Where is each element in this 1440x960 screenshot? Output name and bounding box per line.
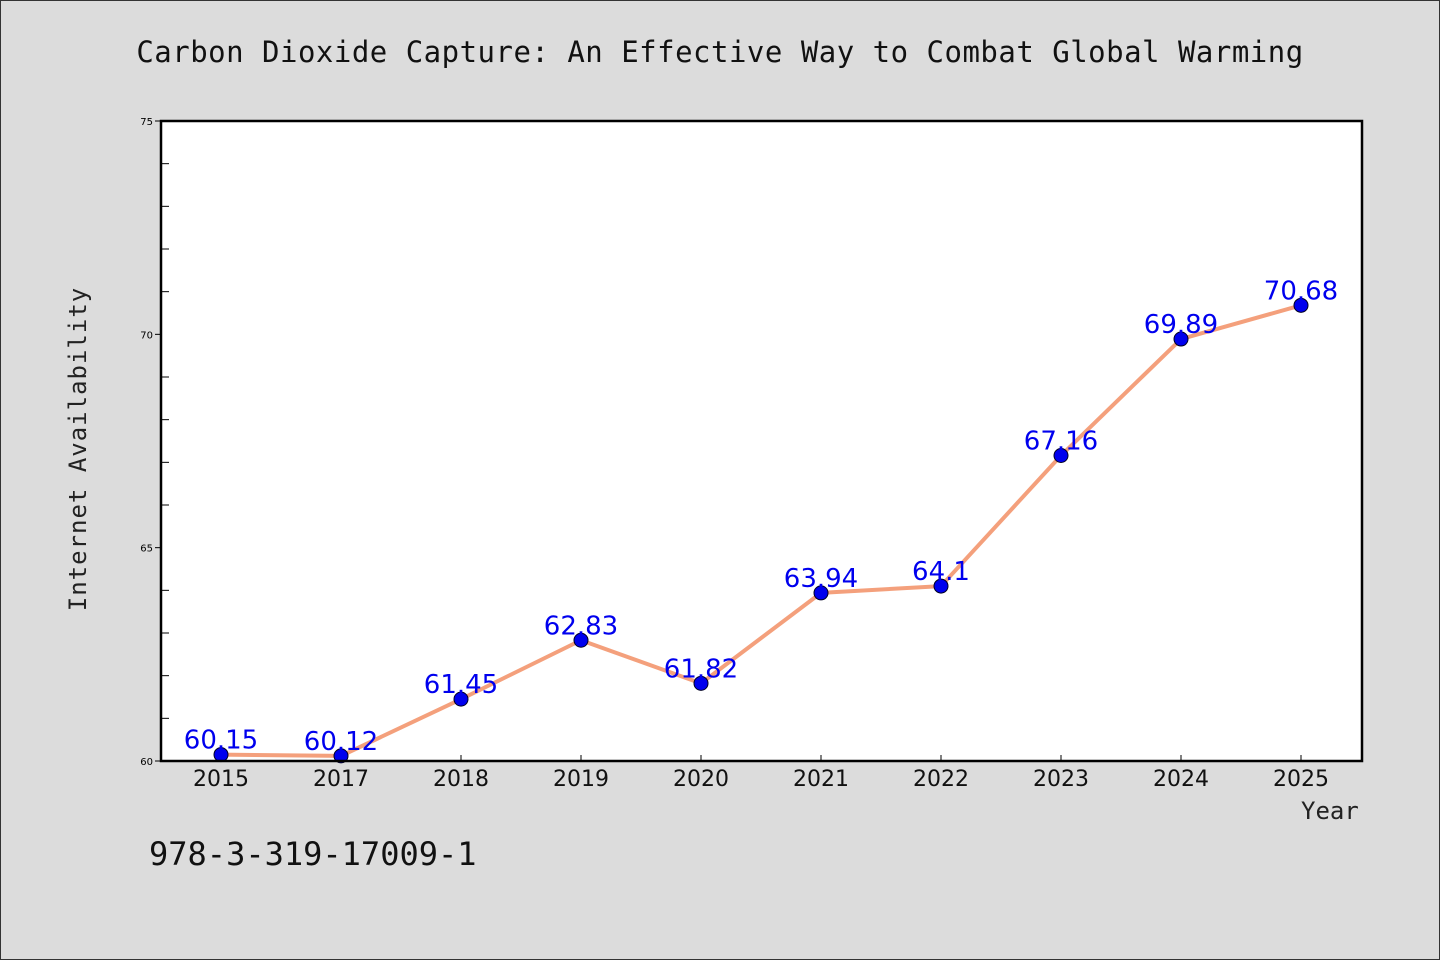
x-tick-label: 2025	[1273, 767, 1329, 792]
data-label: 69.89	[1144, 310, 1218, 340]
series-line	[219, 303, 1303, 758]
data-point	[333, 748, 349, 764]
x-tick-label: 2018	[433, 767, 489, 792]
data-label: 70.68	[1264, 276, 1338, 306]
data-label: 63.94	[784, 564, 858, 594]
x-axis-label: Year	[1301, 797, 1359, 825]
x-tick-label: 2015	[193, 767, 249, 792]
x-tick-label: 2022	[913, 767, 969, 792]
plot-border	[159, 119, 1364, 763]
x-tick-label: 2017	[313, 767, 369, 792]
x-tick-label: 2020	[673, 767, 729, 792]
y-tick-label: 65	[140, 544, 153, 555]
x-tick-label: 2023	[1033, 767, 1089, 792]
data-label: 60.15	[184, 726, 258, 756]
data-point	[453, 691, 469, 707]
y-tick-label: 60	[140, 757, 153, 768]
y-tick-label: 75	[140, 117, 153, 128]
data-label: 67.16	[1024, 427, 1098, 457]
chart-title: Carbon Dioxide Capture: An Effective Way…	[136, 35, 1304, 69]
data-point	[933, 578, 949, 594]
data-label: 60.12	[304, 727, 378, 757]
data-label: 64.1	[912, 557, 970, 587]
data-point	[1053, 448, 1069, 464]
data-point	[573, 632, 589, 648]
data-point	[1173, 331, 1189, 347]
data-label: 61.45	[424, 670, 498, 700]
x-tick-label: 2024	[1153, 767, 1209, 792]
data-label: 62.83	[544, 611, 618, 641]
y-tick-label: 70	[140, 330, 153, 341]
x-tick-label: 2019	[553, 767, 609, 792]
plot-area	[161, 121, 1362, 761]
x-tick-label: 2021	[793, 767, 849, 792]
data-label: 61.82	[664, 654, 738, 684]
data-point	[813, 585, 829, 601]
isbn-annotation: 978-3-319-17009-1	[149, 835, 477, 873]
data-point	[1293, 297, 1309, 313]
data-point	[693, 675, 709, 691]
